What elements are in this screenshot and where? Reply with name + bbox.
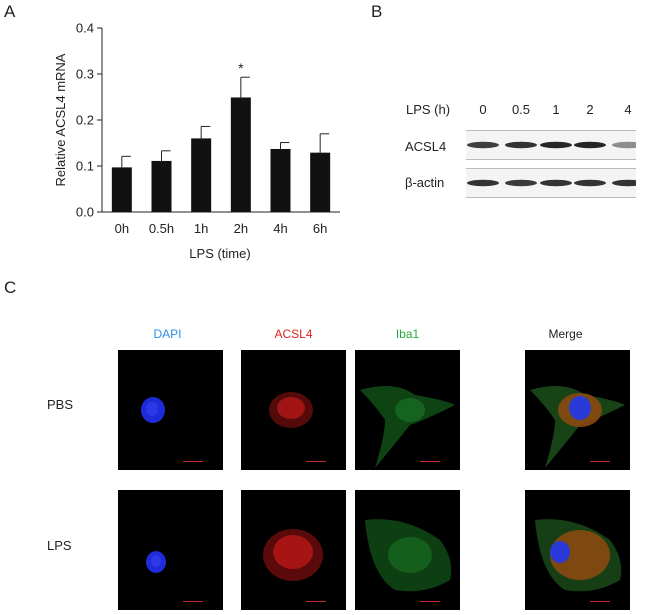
scale-bar <box>183 461 203 462</box>
wb-lane-label: 4 <box>624 102 632 117</box>
mic-col-label-iba1: Iba1 <box>395 327 420 341</box>
chart-axes: 0.0 0.1 0.2 0.3 0.4 <box>76 21 340 220</box>
micrograph-lps-merge <box>525 490 630 610</box>
scale-bar <box>590 601 610 602</box>
wb-strip-beta-actin <box>466 168 636 198</box>
bar <box>191 138 212 212</box>
y-axis-label: Relative ACSL4 mRNA <box>53 53 68 186</box>
bar-chart: 0.0 0.1 0.2 0.3 0.4 0h 0.5h 1h * 2h 4h 6h Relative… <box>53 21 340 261</box>
x-axis-label: LPS (time) <box>189 246 250 261</box>
micrograph-lps-acsl4 <box>241 490 346 610</box>
micrograph-pbs-iba1 <box>355 350 460 470</box>
y-tick-label: 0.4 <box>76 21 94 36</box>
y-tick-label: 0.1 <box>76 159 94 174</box>
y-tick-label: 0.0 <box>76 205 94 220</box>
mic-row-label-pbs: PBS <box>47 397 74 412</box>
panel-letter-a: A <box>4 2 16 21</box>
wb-band <box>574 179 606 187</box>
wb-band <box>612 179 636 187</box>
panel-letter-c: C <box>4 278 17 297</box>
x-tick-label: 6h <box>313 221 327 236</box>
micrograph-lps-iba1 <box>355 490 460 610</box>
micrograph-pbs-merge <box>525 350 630 470</box>
wb-band <box>540 179 572 187</box>
wb-band <box>467 179 499 187</box>
mic-col-label-dapi: DAPI <box>153 327 182 341</box>
wb-header-label: LPS (h) <box>406 102 451 117</box>
bar <box>151 160 172 212</box>
x-tick-label: 2h <box>234 221 248 236</box>
wb-band <box>505 141 537 149</box>
wb-band <box>505 179 537 187</box>
micrograph-pbs-dapi <box>118 350 223 470</box>
wb-band <box>467 141 499 149</box>
bar <box>230 97 251 212</box>
significance-marker: * <box>238 60 244 76</box>
x-tick-label: 0.5h <box>149 221 174 236</box>
x-tick-label: 1h <box>194 221 208 236</box>
scale-bar <box>590 461 610 462</box>
chart-marks: 0h 0.5h 1h * 2h 4h 6h <box>111 60 331 236</box>
wb-lane-label: 0 <box>479 102 487 117</box>
scale-bar <box>420 601 440 602</box>
micrograph-lps-dapi <box>118 490 223 610</box>
micrograph-pbs-acsl4 <box>241 350 346 470</box>
wb-lane-label: 0.5 <box>511 102 531 117</box>
bar <box>111 167 132 212</box>
bar <box>310 152 331 212</box>
wb-lane-label: 1 <box>552 102 560 117</box>
bar <box>270 148 291 212</box>
panel-letter-b: B <box>371 2 383 21</box>
y-tick-label: 0.2 <box>76 113 94 128</box>
y-tick-label: 0.3 <box>76 67 94 82</box>
scale-bar <box>420 461 440 462</box>
wb-row-label-beta-actin: β-actin <box>405 175 445 190</box>
scale-bar <box>306 601 326 602</box>
mic-row-label-lps: LPS <box>47 538 72 553</box>
wb-band <box>612 141 636 149</box>
wb-row-label-acsl4: ACSL4 <box>405 139 447 154</box>
mic-col-label-merge: Merge <box>548 327 583 341</box>
mic-col-label-acsl4: ACSL4 <box>274 327 313 341</box>
wb-band <box>574 141 606 149</box>
x-tick-label: 0h <box>115 221 129 236</box>
scale-bar <box>183 601 203 602</box>
wb-band <box>540 141 572 149</box>
x-tick-label: 4h <box>273 221 287 236</box>
wb-lane-label: 2 <box>586 102 594 117</box>
scale-bar <box>306 461 326 462</box>
wb-strip-acsl4 <box>466 130 636 160</box>
